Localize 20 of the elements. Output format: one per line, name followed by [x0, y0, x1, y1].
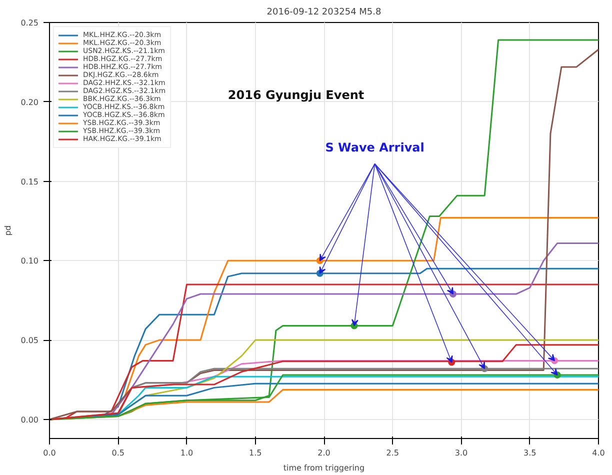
x-tick-label: 3.0 — [454, 448, 468, 458]
y-tick-label: 0.00 — [20, 415, 38, 424]
chart-title: 2016-09-12 203254 M5.8 — [266, 8, 382, 18]
x-tick-label: 3.5 — [524, 448, 536, 458]
y-tick-label: 0.20 — [20, 98, 38, 107]
x-tick-label: 0.5 — [112, 448, 124, 458]
annotation: S Wave Arrival — [325, 140, 424, 154]
x-axis-title: time from triggering — [283, 464, 365, 472]
y-tick-label: 0.05 — [20, 336, 38, 346]
y-axis-title: pd — [4, 225, 13, 236]
y-tick-label: 0.10 — [20, 256, 38, 266]
y-tick-label: 0.15 — [20, 177, 38, 186]
x-tick-label: 1.5 — [249, 448, 262, 458]
annotation: 2016 Gyungju Event — [228, 88, 364, 102]
x-tick-label: 2.5 — [386, 448, 399, 458]
x-tick-label: 0.0 — [43, 448, 56, 458]
y-tick-label: 0.25 — [20, 18, 38, 28]
x-tick-label: 4.0 — [592, 448, 605, 458]
x-tick-label: 2.0 — [318, 448, 330, 458]
x-tick-label: 1.0 — [180, 448, 194, 458]
